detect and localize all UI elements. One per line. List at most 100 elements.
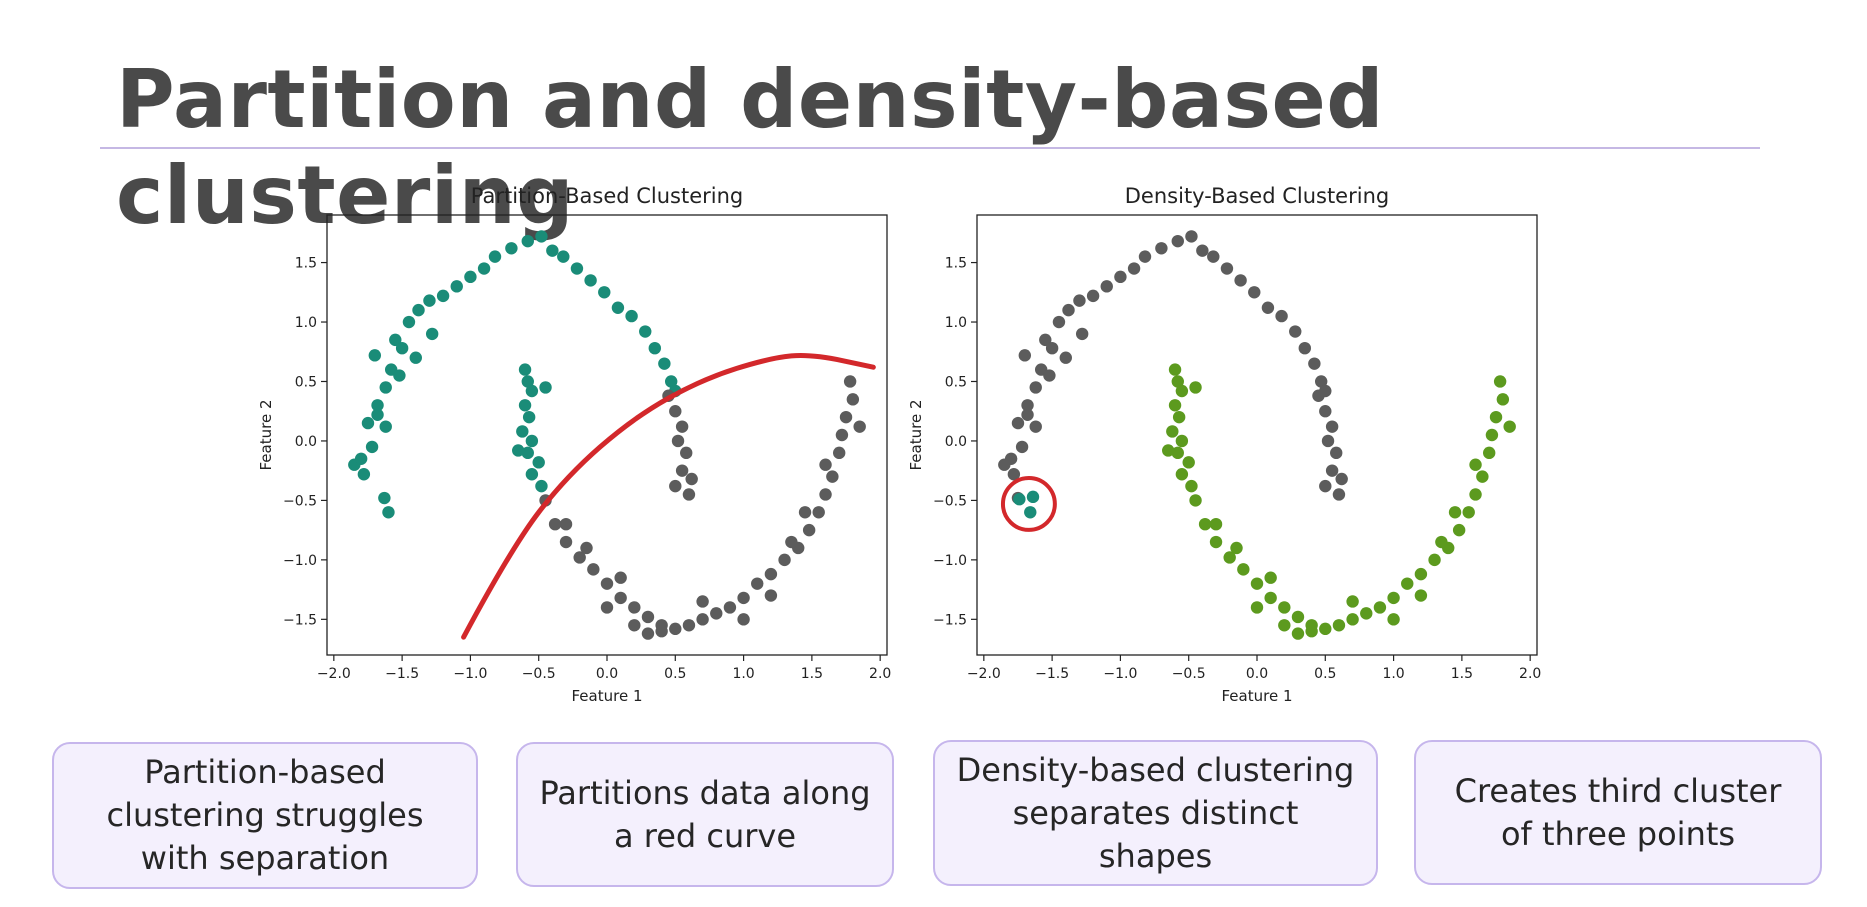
data-point bbox=[1029, 420, 1042, 433]
data-point bbox=[539, 381, 552, 394]
data-point bbox=[525, 468, 539, 481]
data-point bbox=[570, 262, 584, 275]
data-point bbox=[378, 491, 391, 505]
data-point bbox=[1062, 303, 1075, 317]
data-point bbox=[365, 440, 379, 454]
data-point bbox=[611, 301, 625, 314]
data-point bbox=[389, 333, 402, 347]
data-point bbox=[1175, 434, 1189, 448]
data-point bbox=[737, 613, 750, 626]
data-point bbox=[655, 625, 668, 638]
data-point bbox=[1401, 577, 1414, 590]
data-point bbox=[843, 375, 857, 388]
data-point bbox=[819, 488, 832, 501]
data-point bbox=[669, 405, 682, 418]
x-tick-label: −2.0 bbox=[967, 666, 1001, 682]
x-tick-label: 0.0 bbox=[1246, 666, 1268, 682]
data-point bbox=[559, 535, 573, 549]
data-point bbox=[1168, 363, 1182, 376]
data-point bbox=[1230, 541, 1243, 555]
data-point bbox=[1346, 595, 1359, 608]
data-point bbox=[1223, 551, 1236, 564]
data-point bbox=[521, 234, 534, 248]
data-point bbox=[819, 458, 832, 471]
data-point bbox=[737, 591, 750, 605]
data-point bbox=[477, 262, 491, 275]
data-point bbox=[1114, 270, 1127, 284]
data-point bbox=[1013, 493, 1026, 506]
data-point bbox=[1175, 468, 1189, 481]
data-point bbox=[835, 428, 849, 442]
data-point bbox=[723, 601, 737, 614]
data-point bbox=[1172, 410, 1186, 424]
data-point bbox=[751, 577, 764, 590]
y-tick-label: −1.5 bbox=[283, 612, 317, 628]
data-point bbox=[1387, 591, 1400, 605]
data-point bbox=[639, 325, 652, 338]
x-tick-label: 0.5 bbox=[664, 666, 686, 682]
data-point bbox=[641, 610, 655, 624]
data-point bbox=[425, 327, 439, 341]
data-point bbox=[1308, 357, 1321, 370]
data-point bbox=[826, 470, 839, 483]
data-point bbox=[505, 242, 518, 255]
data-point bbox=[1330, 446, 1343, 460]
x-tick-label: −2.0 bbox=[317, 666, 351, 682]
data-point bbox=[1291, 627, 1305, 640]
highlight-circle bbox=[1000, 476, 1057, 532]
data-point bbox=[625, 309, 638, 323]
data-point bbox=[675, 464, 689, 477]
data-point bbox=[1018, 349, 1032, 362]
data-point bbox=[525, 384, 539, 398]
card-density-separates: Density-based clustering separates disti… bbox=[933, 740, 1378, 886]
data-point bbox=[1346, 613, 1359, 626]
data-point bbox=[368, 349, 382, 362]
data-point bbox=[1171, 446, 1184, 460]
data-point bbox=[1138, 250, 1152, 263]
chart-title: Partition-Based Clustering bbox=[471, 184, 744, 208]
data-point bbox=[1075, 327, 1089, 341]
data-point bbox=[1045, 341, 1059, 355]
data-point bbox=[1086, 289, 1100, 303]
data-point bbox=[1024, 506, 1037, 519]
data-point bbox=[1312, 389, 1325, 402]
data-point bbox=[1182, 456, 1195, 469]
data-point bbox=[409, 351, 422, 364]
data-point bbox=[614, 591, 627, 605]
x-tick-label: 1.0 bbox=[732, 666, 754, 682]
data-point bbox=[778, 553, 791, 567]
data-point bbox=[641, 627, 655, 640]
y-tick-label: −1.0 bbox=[283, 553, 317, 569]
data-point bbox=[436, 289, 450, 303]
x-tick-label: −1.5 bbox=[1035, 666, 1069, 682]
data-point bbox=[1248, 286, 1261, 299]
data-point bbox=[1291, 610, 1305, 624]
data-point bbox=[1278, 601, 1291, 614]
data-point bbox=[559, 517, 573, 531]
data-point bbox=[1387, 613, 1400, 626]
data-point bbox=[1335, 472, 1348, 486]
data-point bbox=[1166, 425, 1179, 438]
data-point bbox=[1039, 333, 1052, 347]
x-tick-label: 0.5 bbox=[1314, 666, 1336, 682]
data-point bbox=[1319, 479, 1332, 493]
data-point bbox=[580, 541, 593, 555]
x-tick-label: −1.5 bbox=[385, 666, 419, 682]
partition-chart: Partition-Based Clustering −2.0 −1.5 −1.0 −0… bbox=[257, 184, 891, 705]
data-point bbox=[682, 488, 696, 501]
data-point bbox=[685, 472, 698, 486]
data-point bbox=[710, 607, 723, 620]
data-point bbox=[1059, 351, 1072, 364]
data-point bbox=[371, 399, 384, 412]
data-point bbox=[1171, 375, 1184, 388]
y-axis-label: Feature 2 bbox=[907, 400, 925, 471]
data-point bbox=[1189, 494, 1202, 507]
data-point bbox=[1185, 230, 1198, 243]
slide-title: Partition and density-based clustering bbox=[116, 53, 1385, 242]
data-point bbox=[412, 303, 425, 317]
data-point bbox=[1414, 567, 1428, 581]
data-point bbox=[1321, 434, 1335, 448]
data-point bbox=[1127, 262, 1141, 275]
data-point bbox=[521, 446, 534, 460]
data-point bbox=[1155, 242, 1168, 255]
